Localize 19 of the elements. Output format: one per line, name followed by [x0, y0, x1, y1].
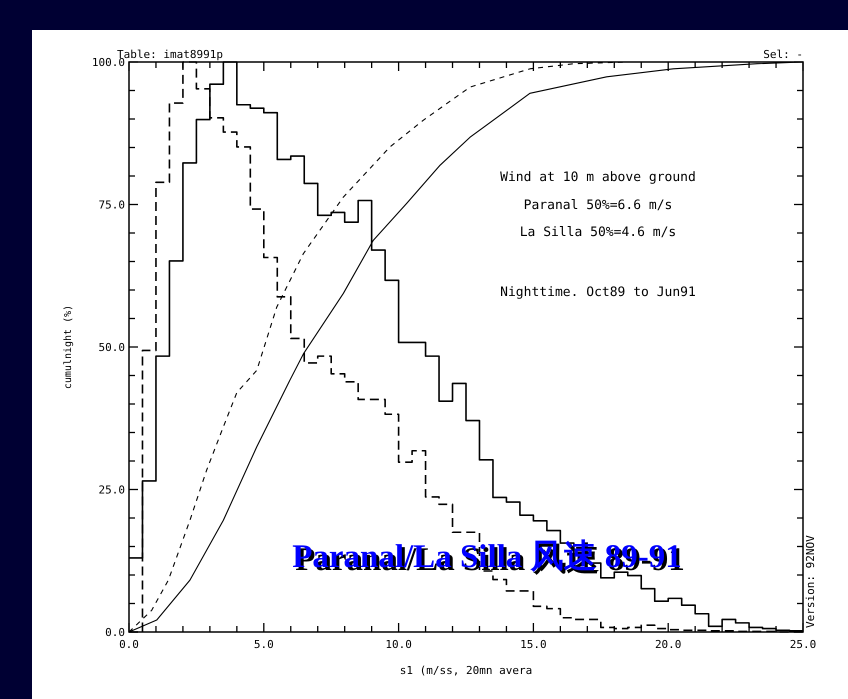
y-tick-label: 100.0 [92, 56, 125, 69]
x-tick-label: 25.0 [790, 638, 816, 651]
y-tick-label: 0.0 [105, 626, 125, 639]
annotation: Nighttime. Oct89 to Jun91 [500, 285, 696, 300]
x-tick-label: 15.0 [520, 638, 547, 651]
y-tick-label: 50.0 [98, 341, 125, 354]
annotation: La Silla 50%=4.6 m/s [520, 225, 676, 240]
x-tick-label: 5.0 [254, 638, 274, 651]
annotation: Wind at 10 m above ground [500, 170, 696, 185]
x-tick-label: 10.0 [385, 638, 412, 651]
y-tick-label: 75.0 [98, 198, 125, 212]
text: Version: 92NOV [804, 534, 817, 628]
y-tick-label: 25.0 [98, 484, 125, 496]
annotation: Paranal 50%=6.6 m/s [524, 198, 672, 213]
x-tick-label: 20.0 [654, 638, 682, 651]
text: Sel: - [763, 48, 803, 61]
y-axis-title: cumulnight (%) [63, 304, 74, 390]
x-axis-title: s1 (m/ss, 20mn avera [400, 664, 532, 677]
x-tick-label: 0.0 [119, 638, 139, 651]
